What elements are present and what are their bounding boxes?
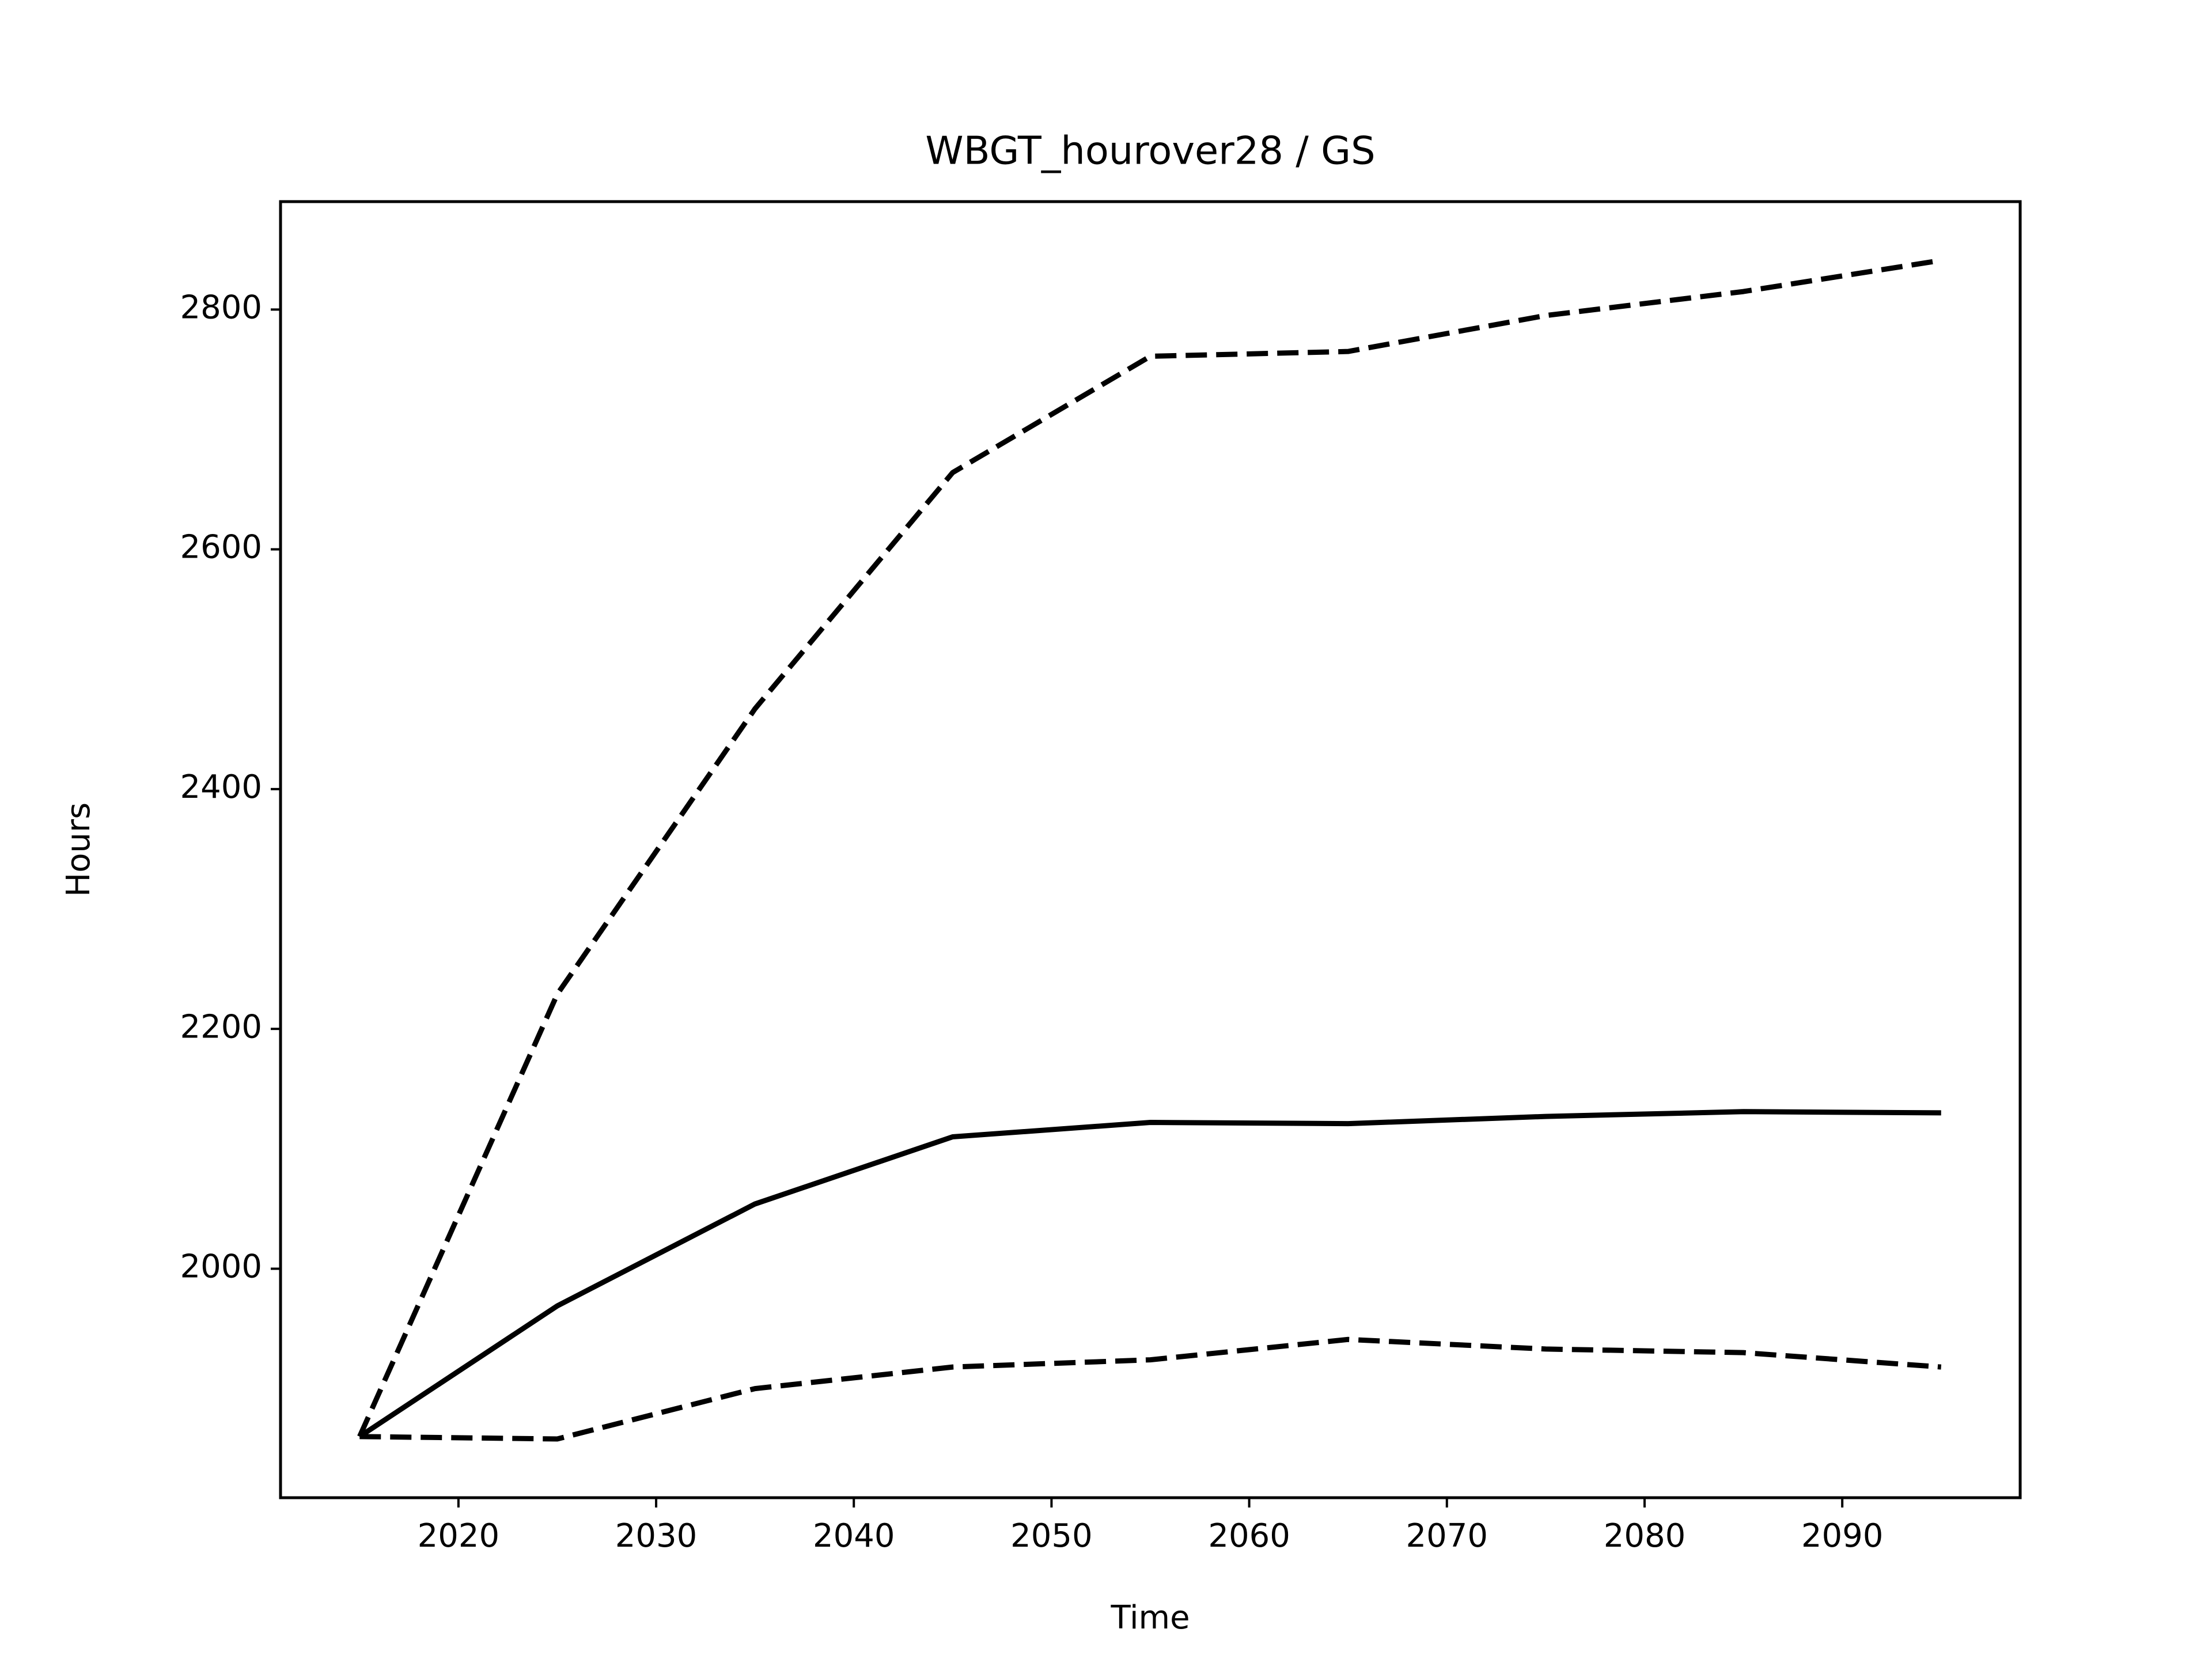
x-tick-label: 2040 (813, 1517, 895, 1555)
x-tick-label: 2030 (615, 1517, 698, 1555)
chart-title: WBGT_hourover28 / GS (925, 128, 1375, 173)
x-tick-label: 2090 (1801, 1517, 1884, 1555)
y-tick-label: 2600 (180, 529, 262, 566)
y-tick-label: 2200 (180, 1008, 262, 1046)
y-tick-label: 2000 (180, 1248, 262, 1286)
line-series (357, 257, 1942, 1438)
x-tick-label: 2070 (1406, 1517, 1488, 1555)
line-series (358, 1109, 1941, 1439)
x-axis-label: Time (1110, 1599, 1190, 1637)
y-tick-label: 2800 (180, 289, 262, 326)
x-tick-label: 2060 (1208, 1517, 1290, 1555)
y-tick-label: 2400 (180, 768, 262, 806)
y-axis-label: Hours (60, 802, 97, 897)
x-tick-label: 2080 (1604, 1517, 1686, 1555)
line-series (359, 1336, 1942, 1442)
x-tick-label: 2050 (1010, 1517, 1093, 1555)
plot-frame (279, 200, 2022, 1499)
x-tick-label: 2020 (418, 1517, 500, 1555)
